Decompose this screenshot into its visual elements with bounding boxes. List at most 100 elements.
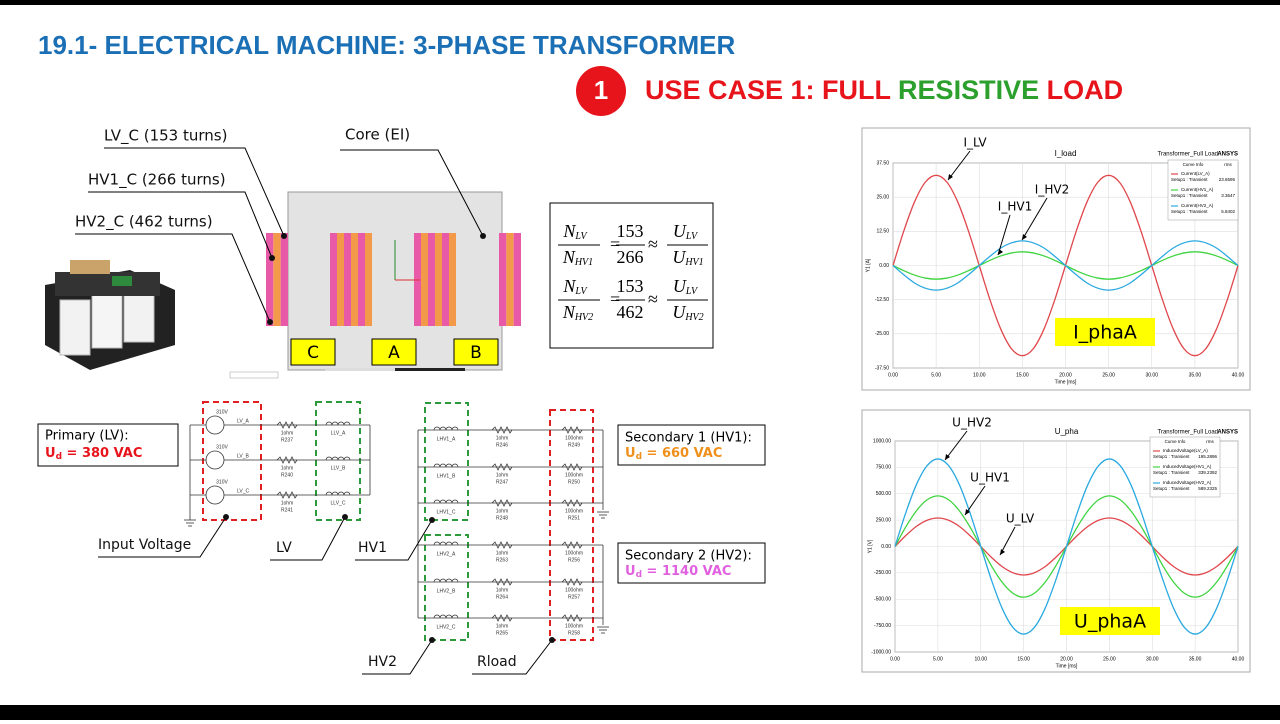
component-label: 100ohm [565, 587, 583, 593]
resistor [561, 463, 583, 471]
approx: ≈ [648, 289, 658, 309]
y-axis-label: Y1 [A] [865, 258, 871, 272]
transformer-photo [45, 260, 175, 370]
resistor [276, 421, 298, 429]
use-case-part: RESISTIVE [898, 75, 1047, 105]
inductor [325, 491, 351, 496]
equation-box [549, 202, 714, 349]
coil-layer [506, 233, 514, 326]
inductor [433, 614, 459, 619]
resistor [561, 578, 583, 586]
series-line [892, 240, 1239, 291]
plot-project: Transformer_Full Load [1158, 430, 1218, 436]
component-label: LHV1_A [437, 436, 456, 442]
step-number: 1 [594, 75, 608, 105]
use-case-part: FULL [822, 75, 898, 105]
inductor [433, 541, 459, 546]
component-label: 1ohm [496, 587, 509, 593]
component-label: R241 [281, 507, 293, 513]
subscript: LV [574, 231, 588, 242]
component-label: 1ohm [281, 430, 294, 436]
symbol: U [625, 446, 636, 461]
symbol-letter: N [562, 247, 576, 267]
box [617, 542, 766, 584]
resistor [491, 614, 513, 622]
y-tick-label: 25.00 [876, 194, 889, 200]
component-label: 100ohm [565, 472, 583, 478]
resistor [491, 499, 513, 507]
callout-dot [549, 637, 555, 643]
resistor [276, 456, 298, 464]
arrow-head [998, 249, 1003, 255]
numerator: 153 [617, 221, 644, 241]
component-label: 100ohm [565, 623, 583, 629]
equals: = [610, 234, 620, 254]
symbol: UHV1 [672, 247, 703, 268]
coil-layer [499, 233, 507, 326]
component-label: LLV_B [331, 465, 346, 471]
value: = 1140 VAC [642, 564, 731, 579]
symbol-letter: N [562, 221, 576, 241]
legend-title: Curve Info [1165, 439, 1186, 444]
box [617, 424, 766, 466]
x-tick-label: 15.00 [1017, 656, 1030, 662]
y-tick-label: -1000.00 [871, 649, 891, 655]
circuit: 310VLV_A1ohmR237LLV_A310VLV_B1ohmR240LLV… [184, 401, 609, 641]
x-tick-label: 30.00 [1145, 372, 1158, 378]
core-callouts: LV_C (153 turns) HV1_C (266 turns) HV2_C… [75, 126, 486, 325]
box-label: Secondary 2 (HV2): [625, 549, 752, 564]
coil-layer [266, 233, 274, 326]
y-tick-label: -25.00 [875, 331, 889, 337]
x-axis-label: Time [ms] [1055, 379, 1077, 385]
x-tick-label: 10.00 [974, 656, 987, 662]
legend-setup: Setup1 : Transient [1171, 177, 1208, 182]
y-tick-label: -500.00 [874, 597, 891, 603]
series-line [894, 458, 1239, 635]
x-tick-label: 25.00 [1102, 372, 1115, 378]
component-label: 310V [216, 409, 228, 415]
plot-project: Transformer_Full Load [1158, 152, 1218, 158]
voltage-boxes: Primary (LV): Ud = 380 VAC Secondary 1 (… [37, 423, 766, 584]
coil-layer [428, 233, 435, 326]
legend-setup: Setup1 : Transient [1171, 193, 1208, 198]
component-label: R251 [568, 515, 580, 521]
y-tick-label: 0.00 [879, 263, 889, 269]
curve-callout: I_HV2 [1035, 183, 1069, 197]
y-tick-label: -12.50 [875, 297, 889, 303]
inductor [433, 499, 459, 504]
component-label: LHV1_C [437, 509, 456, 515]
component-label: 1ohm [496, 623, 509, 629]
component-label: R265 [496, 630, 508, 636]
component-label: LV_B [237, 453, 250, 459]
callout-label: Input Voltage [98, 537, 191, 553]
plot-brand: ANSYS [1217, 152, 1238, 158]
subscript: d [636, 570, 642, 580]
callout-label: HV2 [368, 654, 397, 670]
component-label: R240 [281, 472, 293, 478]
subscript: d [56, 452, 62, 462]
y-tick-label: 500.00 [876, 491, 892, 497]
callout-line [362, 639, 433, 675]
coil-layer [273, 233, 281, 326]
legend-rms: 589.2325 [1198, 486, 1217, 491]
tag-box [1055, 318, 1155, 346]
component-label: R263 [496, 557, 508, 563]
resistor [491, 541, 513, 549]
symbol-letter: U [672, 302, 686, 322]
component-label: R257 [568, 594, 580, 600]
resistor [561, 426, 583, 434]
resistor [561, 614, 583, 622]
component-label: LHV2_B [437, 588, 456, 594]
symbol-letter: U [673, 221, 687, 241]
legend-rms: 195.2896 [1198, 454, 1217, 459]
approx: ≈ [648, 234, 658, 254]
callout-dot [342, 514, 348, 520]
y-axis-label: Y1 [V] [867, 539, 873, 553]
legend-header: rms [1206, 439, 1214, 444]
legend-label: InducedVoltage(HV2_A) [1163, 480, 1212, 485]
callout-arrow [944, 430, 968, 461]
subscript: d [636, 452, 642, 462]
callout-label: HV2_C (462 turns) [75, 213, 213, 232]
coil-layer [435, 233, 442, 326]
voltage-source [205, 415, 225, 435]
